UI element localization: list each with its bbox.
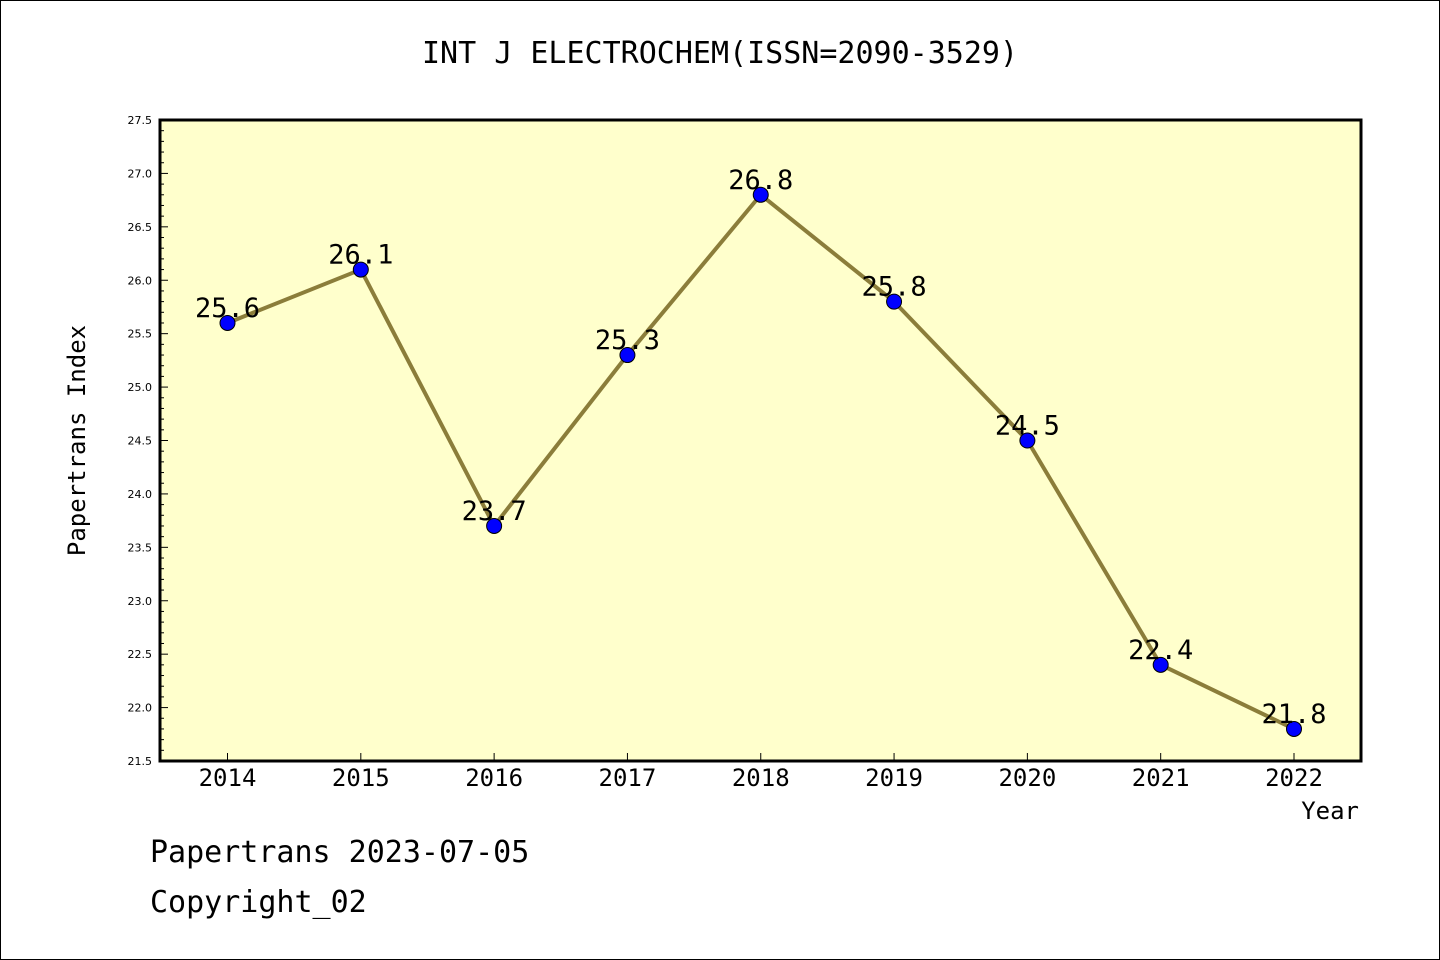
y-tick-label: 22.5 bbox=[128, 648, 153, 661]
plot-border bbox=[158, 118, 1363, 763]
data-label: 26.8 bbox=[728, 165, 793, 196]
data-label: 21.8 bbox=[1261, 699, 1326, 730]
x-tick-label: 2020 bbox=[998, 764, 1056, 792]
data-point bbox=[1152, 656, 1169, 673]
plot-area bbox=[160, 120, 1361, 761]
chart-title: INT J ELECTROCHEM(ISSN=2090-3529) bbox=[421, 36, 1019, 71]
x-tick-label: 2017 bbox=[599, 764, 657, 792]
x-tick-label: 2019 bbox=[865, 764, 923, 792]
y-tick-label: 27.5 bbox=[128, 114, 153, 127]
data-point bbox=[352, 261, 369, 278]
x-tick-label: 2022 bbox=[1265, 764, 1323, 792]
y-tick-label: 27.0 bbox=[128, 167, 153, 180]
data-label: 25.6 bbox=[195, 293, 260, 324]
data-point bbox=[886, 293, 903, 310]
x-tick-label: 2021 bbox=[1132, 764, 1190, 792]
data-label: 26.1 bbox=[328, 240, 393, 271]
y-tick-label: 23.5 bbox=[128, 541, 153, 554]
data-point bbox=[752, 186, 769, 203]
x-tick-label: 2014 bbox=[199, 764, 257, 792]
data-point bbox=[219, 314, 236, 331]
data-label: 25.3 bbox=[595, 325, 660, 356]
x-tick-label: 2015 bbox=[332, 764, 390, 792]
y-tick-label: 26.0 bbox=[128, 274, 153, 287]
data-label: 24.5 bbox=[995, 411, 1060, 442]
data-point bbox=[1019, 432, 1036, 449]
data-point bbox=[486, 517, 503, 534]
x-tick-label: 2016 bbox=[465, 764, 523, 792]
data-point bbox=[619, 347, 636, 364]
data-point bbox=[1286, 720, 1302, 737]
y-tick-label: 24.5 bbox=[128, 435, 153, 448]
y-tick-label: 24.0 bbox=[128, 488, 153, 501]
y-tick-label: 21.5 bbox=[128, 755, 153, 768]
footer-copyright: Copyright_02 bbox=[150, 885, 367, 920]
y-tick-label: 23.0 bbox=[128, 595, 153, 608]
x-tick-label: 2018 bbox=[732, 764, 790, 792]
y-tick-label: 22.0 bbox=[128, 702, 153, 715]
y-tick-label: 25.5 bbox=[128, 328, 153, 341]
data-label: 25.8 bbox=[862, 272, 927, 303]
x-axis-label: Year bbox=[1301, 797, 1359, 825]
y-tick-label: 26.5 bbox=[128, 221, 153, 234]
footer-date: Papertrans 2023-07-05 bbox=[150, 835, 530, 870]
y-tick-label: 25.0 bbox=[128, 381, 153, 394]
y-axis-label: Papertrans Index bbox=[63, 325, 91, 556]
data-label: 22.4 bbox=[1128, 635, 1193, 666]
data-label: 23.7 bbox=[462, 496, 527, 527]
